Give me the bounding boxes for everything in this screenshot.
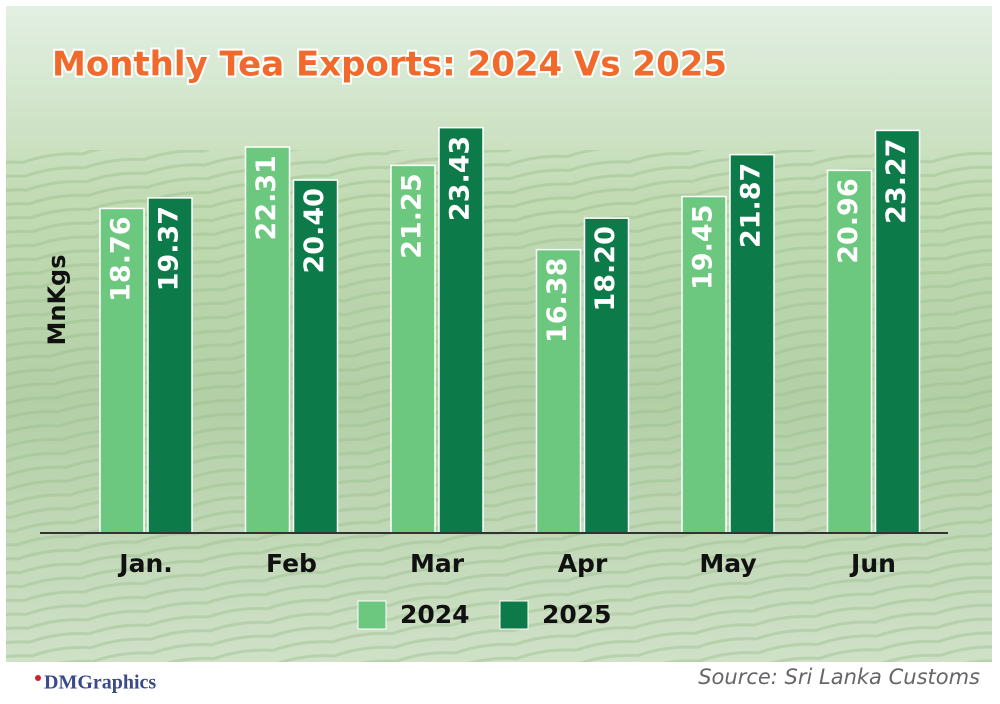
plot-area: 18.76 19.37 Jan. 22.31 20.40 Feb 21.25 23.43 Mar…: [40, 126, 948, 630]
logo-dot: [35, 675, 41, 681]
x-tick-label: Feb: [266, 549, 317, 578]
bar: [390, 164, 436, 534]
x-tick-label: Apr: [558, 549, 608, 578]
bar: [681, 195, 727, 534]
value-label: 20.96: [833, 178, 864, 263]
bar: [826, 169, 873, 534]
value-label: 21.25: [397, 173, 428, 258]
y-axis-label: MnKgs: [43, 254, 71, 345]
value-label: 19.45: [688, 205, 719, 290]
legend-swatch: [499, 600, 529, 630]
value-label: 23.43: [445, 136, 476, 221]
legend-swatch: [357, 600, 387, 630]
value-label: 21.87: [736, 163, 767, 248]
x-tick-label: May: [699, 549, 756, 578]
legend-label: 2024: [400, 600, 470, 629]
value-label: 20.40: [299, 188, 330, 273]
value-label: 16.38: [542, 258, 573, 343]
value-label: 18.76: [106, 216, 137, 301]
source-note: Source: Sri Lanka Customs: [698, 665, 980, 689]
bar: [244, 146, 291, 534]
bar: [147, 197, 193, 534]
x-tick-label: Jun: [849, 549, 896, 578]
bar: [99, 207, 145, 534]
legend-label: 2025: [542, 600, 612, 629]
bar: [535, 248, 582, 534]
bar: [583, 217, 630, 534]
x-tick-label: Jan.: [117, 549, 172, 578]
bar: [438, 126, 484, 534]
value-label: 19.37: [154, 206, 185, 291]
bar: [292, 179, 339, 534]
bar: [729, 153, 775, 534]
value-label: 23.27: [881, 138, 912, 223]
chart-title: Monthly Tea Exports: 2024 Vs 2025: [52, 45, 727, 85]
credit: DMGraphics: [44, 672, 156, 694]
value-label: 22.31: [251, 155, 282, 240]
value-label: 18.20: [590, 226, 621, 311]
x-tick-label: Mar: [410, 549, 465, 578]
